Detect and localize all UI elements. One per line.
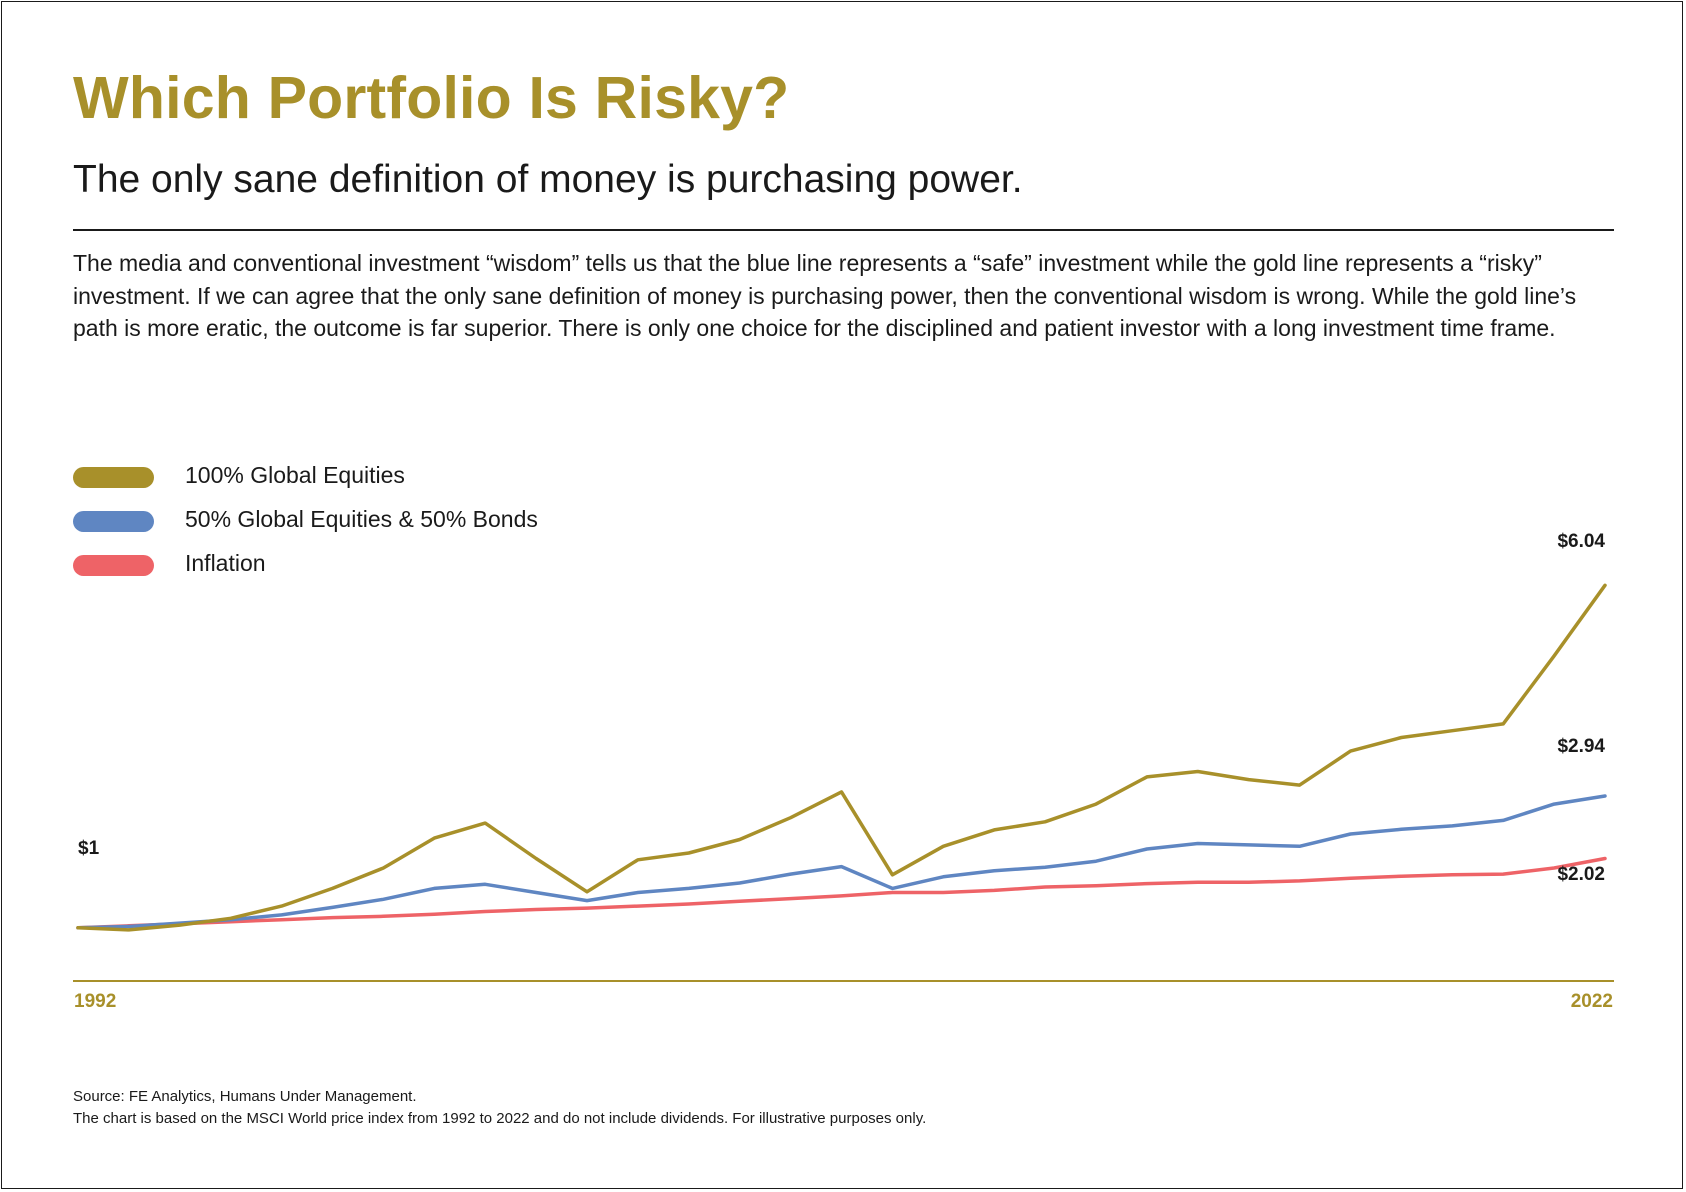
source-line: Source: FE Analytics, Humans Under Manag…: [73, 1088, 417, 1105]
x-tick-label-start: 1992: [74, 991, 116, 1012]
legend-item-global-equities: 100% Global Equities: [73, 460, 633, 490]
series-line-global-equities: [76, 583, 1607, 932]
intro-paragraph: The media and conventional investment “w…: [73, 250, 1577, 341]
legend-item-inflation: Inflation: [73, 548, 633, 578]
series-line-balanced: [76, 794, 1607, 930]
page-title: Which Portfolio Is Risky?: [73, 65, 790, 131]
end-value-label-global-equities: $6.04: [1557, 531, 1605, 552]
series-line-inflation: [76, 856, 1607, 930]
legend-label-global-equities: 100% Global Equities: [185, 462, 405, 488]
series-layer: [76, 583, 1607, 932]
x-tick-label-end: 2022: [1571, 991, 1613, 1012]
start-value-label: $1: [78, 838, 100, 859]
disclaimer-line: The chart is based on the MSCI World pri…: [73, 1110, 927, 1127]
legend-label-balanced: 50% Global Equities & 50% Bonds: [185, 506, 538, 532]
end-value-label-inflation: $2.02: [1557, 864, 1605, 885]
legend-item-balanced: 50% Global Equities & 50% Bonds: [73, 504, 633, 534]
legend-swatch-balanced: [73, 511, 154, 532]
legend-label-inflation: Inflation: [185, 550, 266, 576]
legend-swatch-inflation: [73, 555, 154, 576]
end-value-label-balanced: $2.94: [1557, 736, 1605, 757]
legend-swatch-global-equities: [73, 467, 154, 488]
source-notes: Source: FE Analytics, Humans Under Manag…: [73, 1086, 926, 1130]
page-subtitle: The only sane definition of money is pur…: [73, 158, 1023, 201]
title-divider: [73, 229, 1614, 231]
